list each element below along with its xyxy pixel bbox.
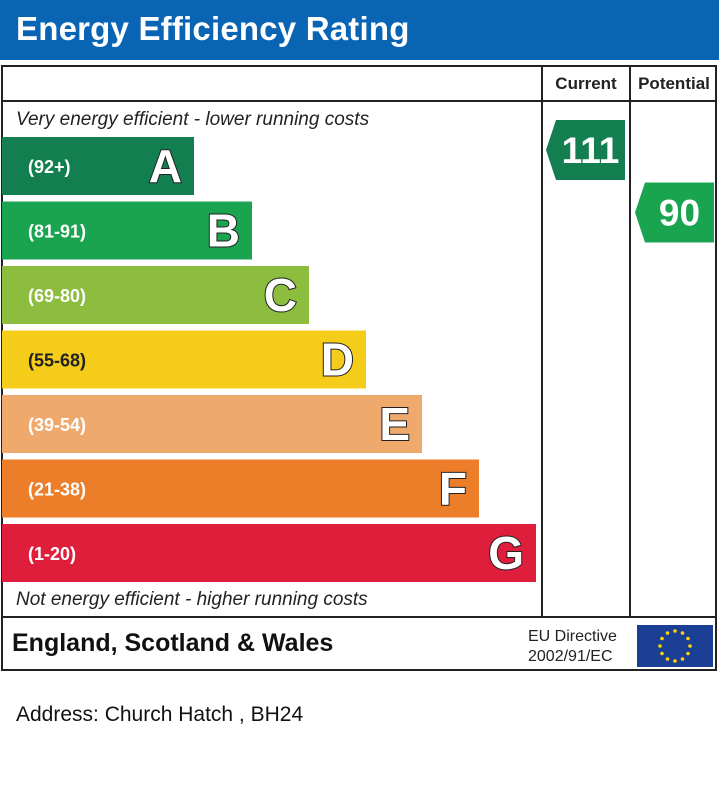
eu-flag-star (660, 651, 664, 656)
eu-flag-star (673, 629, 677, 633)
potential-column-header: Potential (638, 74, 710, 93)
band-letter-f: F (439, 463, 467, 515)
efficient-note: Very energy efficient - lower running co… (16, 109, 370, 130)
potential-column-divider (629, 65, 631, 618)
band-a (2, 137, 194, 195)
current-rating-arrow (546, 120, 625, 180)
current-column-header: Current (555, 74, 617, 93)
band-range-a: (92+) (28, 157, 71, 177)
page-title: Energy Efficiency Rating (16, 10, 410, 47)
band-b (2, 201, 252, 260)
region-label: England, Scotland & Wales (12, 629, 334, 657)
band-letter-d: D (321, 334, 354, 386)
band-range-b: (81-91) (28, 222, 86, 242)
eu-directive: EU Directive 2002/91/EC (528, 627, 617, 667)
band-letter-b: B (207, 205, 240, 257)
address-line: Address: Church Hatch , BH24 (16, 703, 304, 726)
band-letter-g: G (488, 527, 524, 579)
eu-flag-star (673, 659, 677, 663)
eu-flag-star (688, 644, 692, 648)
band-f (2, 459, 479, 518)
header-divider (1, 100, 717, 102)
band-letter-c: C (264, 269, 297, 321)
eu-flag-star (680, 631, 685, 635)
band-range-e: (39-54) (28, 415, 86, 435)
eu-flag-star (680, 657, 685, 661)
eu-flag-star (686, 636, 690, 641)
eu-flag-star (658, 644, 662, 648)
eu-directive-line1: EU Directive (528, 628, 617, 645)
potential-rating-arrow (635, 182, 714, 243)
band-g (2, 524, 536, 582)
footer-divider (1, 616, 717, 618)
eu-flag-star (665, 657, 670, 661)
eu-flag-star (660, 636, 664, 641)
header-bar: Energy Efficiency Rating (0, 0, 719, 60)
band-e (2, 395, 422, 453)
band-letter-e: E (379, 398, 410, 450)
eu-flag-star (665, 631, 670, 635)
eu-directive-line2: 2002/91/EC (528, 648, 613, 665)
band-range-f: (21-38) (28, 480, 86, 500)
current-rating-value: 111 (562, 130, 620, 171)
band-range-d: (55-68) (28, 351, 86, 371)
band-letter-a: A (149, 140, 182, 192)
eu-flag-star (686, 651, 690, 656)
band-range-g: (1-20) (28, 544, 76, 564)
band-range-c: (69-80) (28, 286, 86, 306)
eu-flag-icon (637, 625, 713, 667)
inefficient-note: Not energy efficient - higher running co… (16, 589, 368, 610)
band-d (2, 330, 366, 389)
current-column-divider (541, 65, 543, 618)
band-c (2, 266, 309, 324)
potential-rating-value: 90 (659, 193, 700, 234)
